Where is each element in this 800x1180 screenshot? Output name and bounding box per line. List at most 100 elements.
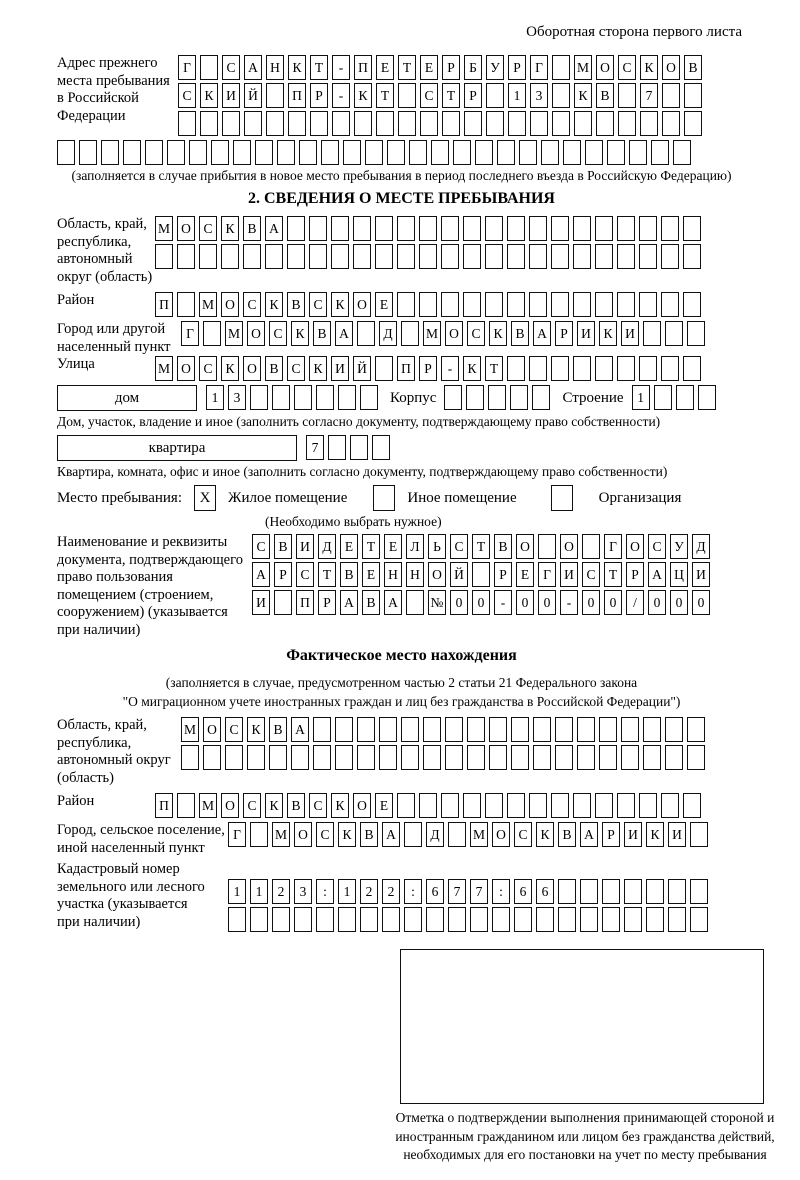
char-box[interactable] [690, 822, 708, 847]
char-box[interactable] [423, 717, 441, 742]
char-box[interactable] [551, 793, 569, 818]
char-box[interactable] [423, 745, 441, 770]
prev-address-row-3[interactable] [178, 111, 702, 136]
char-box[interactable] [683, 793, 701, 818]
char-box[interactable]: В [511, 321, 529, 346]
char-box[interactable] [555, 745, 573, 770]
char-box[interactable]: К [536, 822, 554, 847]
char-box[interactable] [382, 907, 400, 932]
char-box[interactable]: П [397, 356, 415, 381]
char-box[interactable] [668, 907, 686, 932]
char-box[interactable] [442, 111, 460, 136]
char-box[interactable]: О [516, 534, 534, 559]
char-box[interactable]: С [467, 321, 485, 346]
char-box[interactable]: - [560, 590, 578, 615]
char-box[interactable] [419, 244, 437, 269]
char-box[interactable] [372, 435, 390, 460]
char-box[interactable] [453, 140, 471, 165]
char-box[interactable] [360, 907, 378, 932]
char-box[interactable]: Д [692, 534, 710, 559]
fact-region-row-2[interactable] [181, 745, 705, 770]
char-box[interactable] [250, 822, 268, 847]
char-box[interactable]: И [331, 356, 349, 381]
char-box[interactable] [203, 321, 221, 346]
char-box[interactable]: В [340, 562, 358, 587]
checkbox-residential[interactable]: X [194, 485, 216, 511]
char-box[interactable] [665, 745, 683, 770]
char-box[interactable] [533, 717, 551, 742]
char-box[interactable] [420, 111, 438, 136]
char-box[interactable] [467, 745, 485, 770]
char-box[interactable] [294, 385, 312, 410]
char-box[interactable]: К [640, 55, 658, 80]
char-box[interactable] [508, 111, 526, 136]
char-box[interactable]: С [582, 562, 600, 587]
char-box[interactable] [529, 216, 547, 241]
char-box[interactable] [467, 717, 485, 742]
char-box[interactable] [690, 907, 708, 932]
char-box[interactable] [661, 244, 679, 269]
char-box[interactable]: С [309, 292, 327, 317]
korpus-cells[interactable] [444, 385, 551, 410]
char-box[interactable] [387, 140, 405, 165]
char-box[interactable]: 1 [228, 879, 246, 904]
char-box[interactable] [401, 717, 419, 742]
char-box[interactable] [507, 244, 525, 269]
char-box[interactable]: 6 [514, 879, 532, 904]
char-box[interactable] [343, 140, 361, 165]
char-box[interactable]: М [155, 356, 173, 381]
char-box[interactable] [426, 907, 444, 932]
char-box[interactable]: Т [310, 55, 328, 80]
char-box[interactable]: Р [555, 321, 573, 346]
char-box[interactable]: А [335, 321, 353, 346]
char-box[interactable] [595, 216, 613, 241]
char-box[interactable]: С [309, 793, 327, 818]
char-box[interactable]: У [670, 534, 688, 559]
char-box[interactable] [376, 111, 394, 136]
char-box[interactable] [618, 111, 636, 136]
char-box[interactable] [485, 793, 503, 818]
char-box[interactable] [265, 244, 283, 269]
char-box[interactable]: В [494, 534, 512, 559]
char-box[interactable]: Р [494, 562, 512, 587]
char-box[interactable]: Т [604, 562, 622, 587]
char-box[interactable] [316, 907, 334, 932]
char-box[interactable] [409, 140, 427, 165]
char-box[interactable] [397, 244, 415, 269]
char-box[interactable]: С [450, 534, 468, 559]
char-box[interactable] [309, 244, 327, 269]
char-box[interactable] [353, 244, 371, 269]
char-box[interactable]: Г [538, 562, 556, 587]
char-box[interactable] [203, 745, 221, 770]
char-box[interactable] [624, 907, 642, 932]
char-box[interactable] [397, 793, 415, 818]
char-box[interactable]: 1 [250, 879, 268, 904]
char-box[interactable]: 1 [631, 385, 650, 410]
char-box[interactable]: О [247, 321, 265, 346]
char-box[interactable] [665, 717, 683, 742]
char-box[interactable]: 0 [450, 590, 468, 615]
char-box[interactable] [401, 745, 419, 770]
char-box[interactable]: К [265, 292, 283, 317]
char-box[interactable] [529, 292, 547, 317]
char-box[interactable]: М [272, 822, 290, 847]
char-box[interactable]: Р [464, 83, 482, 108]
char-box[interactable]: О [428, 562, 446, 587]
char-box[interactable] [529, 244, 547, 269]
char-box[interactable] [316, 385, 334, 410]
char-box[interactable] [309, 216, 327, 241]
char-box[interactable]: 0 [472, 590, 490, 615]
char-box[interactable] [287, 244, 305, 269]
char-box[interactable] [595, 292, 613, 317]
char-box[interactable] [272, 385, 290, 410]
char-box[interactable] [551, 356, 569, 381]
prev-address-row-4[interactable] [57, 140, 746, 165]
char-box[interactable] [507, 292, 525, 317]
char-box[interactable]: В [360, 822, 378, 847]
char-box[interactable] [228, 907, 246, 932]
